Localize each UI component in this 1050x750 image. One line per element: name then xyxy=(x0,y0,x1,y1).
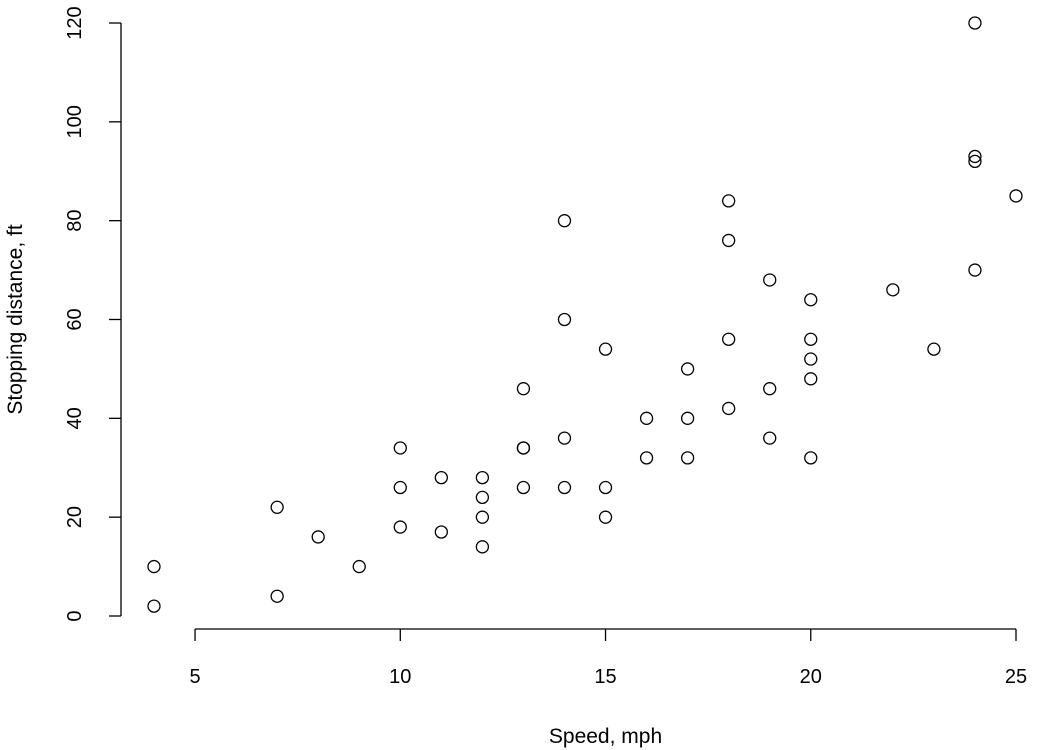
y-tick-label: 100 xyxy=(64,105,86,138)
x-tick-label: 5 xyxy=(189,666,200,688)
data-point xyxy=(804,372,818,386)
data-point xyxy=(680,411,695,425)
y-tick-label: 80 xyxy=(64,210,86,232)
data-point xyxy=(763,273,777,287)
data-point xyxy=(598,342,613,356)
data-point xyxy=(557,431,572,445)
x-axis-label: Speed, mph xyxy=(549,725,662,748)
x-tick-label: 10 xyxy=(389,666,411,688)
data-point xyxy=(886,283,900,297)
data-point xyxy=(763,382,777,396)
y-tick-label: 120 xyxy=(64,6,86,39)
data-point xyxy=(475,470,490,485)
data-point xyxy=(434,525,448,539)
data-point xyxy=(393,520,407,534)
data-point xyxy=(270,500,284,514)
data-point xyxy=(639,411,654,425)
data-point xyxy=(968,16,982,30)
data-point xyxy=(270,589,284,603)
data-point xyxy=(598,480,613,495)
data-point xyxy=(516,441,531,455)
data-point xyxy=(475,510,490,524)
data-point xyxy=(516,382,531,396)
y-tick-label: 20 xyxy=(64,506,86,528)
data-point xyxy=(722,332,736,346)
data-point xyxy=(311,530,325,544)
y-tick-label: 0 xyxy=(64,610,86,621)
data-point xyxy=(968,154,982,169)
data-point xyxy=(434,470,448,485)
data-point xyxy=(804,352,818,366)
data-point xyxy=(722,233,736,248)
data-point xyxy=(475,490,490,505)
y-tick-label: 40 xyxy=(64,407,86,429)
data-point xyxy=(680,451,695,465)
data-point xyxy=(804,451,818,465)
data-point xyxy=(722,401,736,416)
data-points xyxy=(147,16,1023,613)
data-point xyxy=(352,559,366,574)
x-axis: 5 10 15 20 25 xyxy=(189,628,1027,688)
x-tick-label: 20 xyxy=(800,666,822,688)
data-point xyxy=(722,194,736,208)
data-point xyxy=(475,540,490,554)
x-tick-label: 25 xyxy=(1005,666,1027,688)
y-axis-label: Stopping distance, ft xyxy=(4,224,27,414)
x-tick-label: 15 xyxy=(594,666,616,688)
data-point xyxy=(968,263,982,277)
data-point xyxy=(639,451,654,465)
data-point xyxy=(147,599,161,613)
data-point xyxy=(393,441,407,455)
data-point xyxy=(147,559,161,574)
data-point xyxy=(557,214,572,228)
data-point xyxy=(680,362,695,376)
data-point xyxy=(804,293,818,307)
y-tick-label: 60 xyxy=(64,308,86,330)
data-point xyxy=(927,342,941,356)
data-point xyxy=(557,312,572,327)
y-axis: 0 20 40 60 80 100 120 xyxy=(64,6,122,622)
data-point xyxy=(804,332,818,346)
data-point xyxy=(1009,189,1023,203)
data-point xyxy=(557,480,572,495)
data-point xyxy=(598,510,613,524)
data-point xyxy=(516,480,531,495)
data-point xyxy=(968,149,982,164)
data-point xyxy=(763,431,777,445)
data-point xyxy=(393,480,407,495)
